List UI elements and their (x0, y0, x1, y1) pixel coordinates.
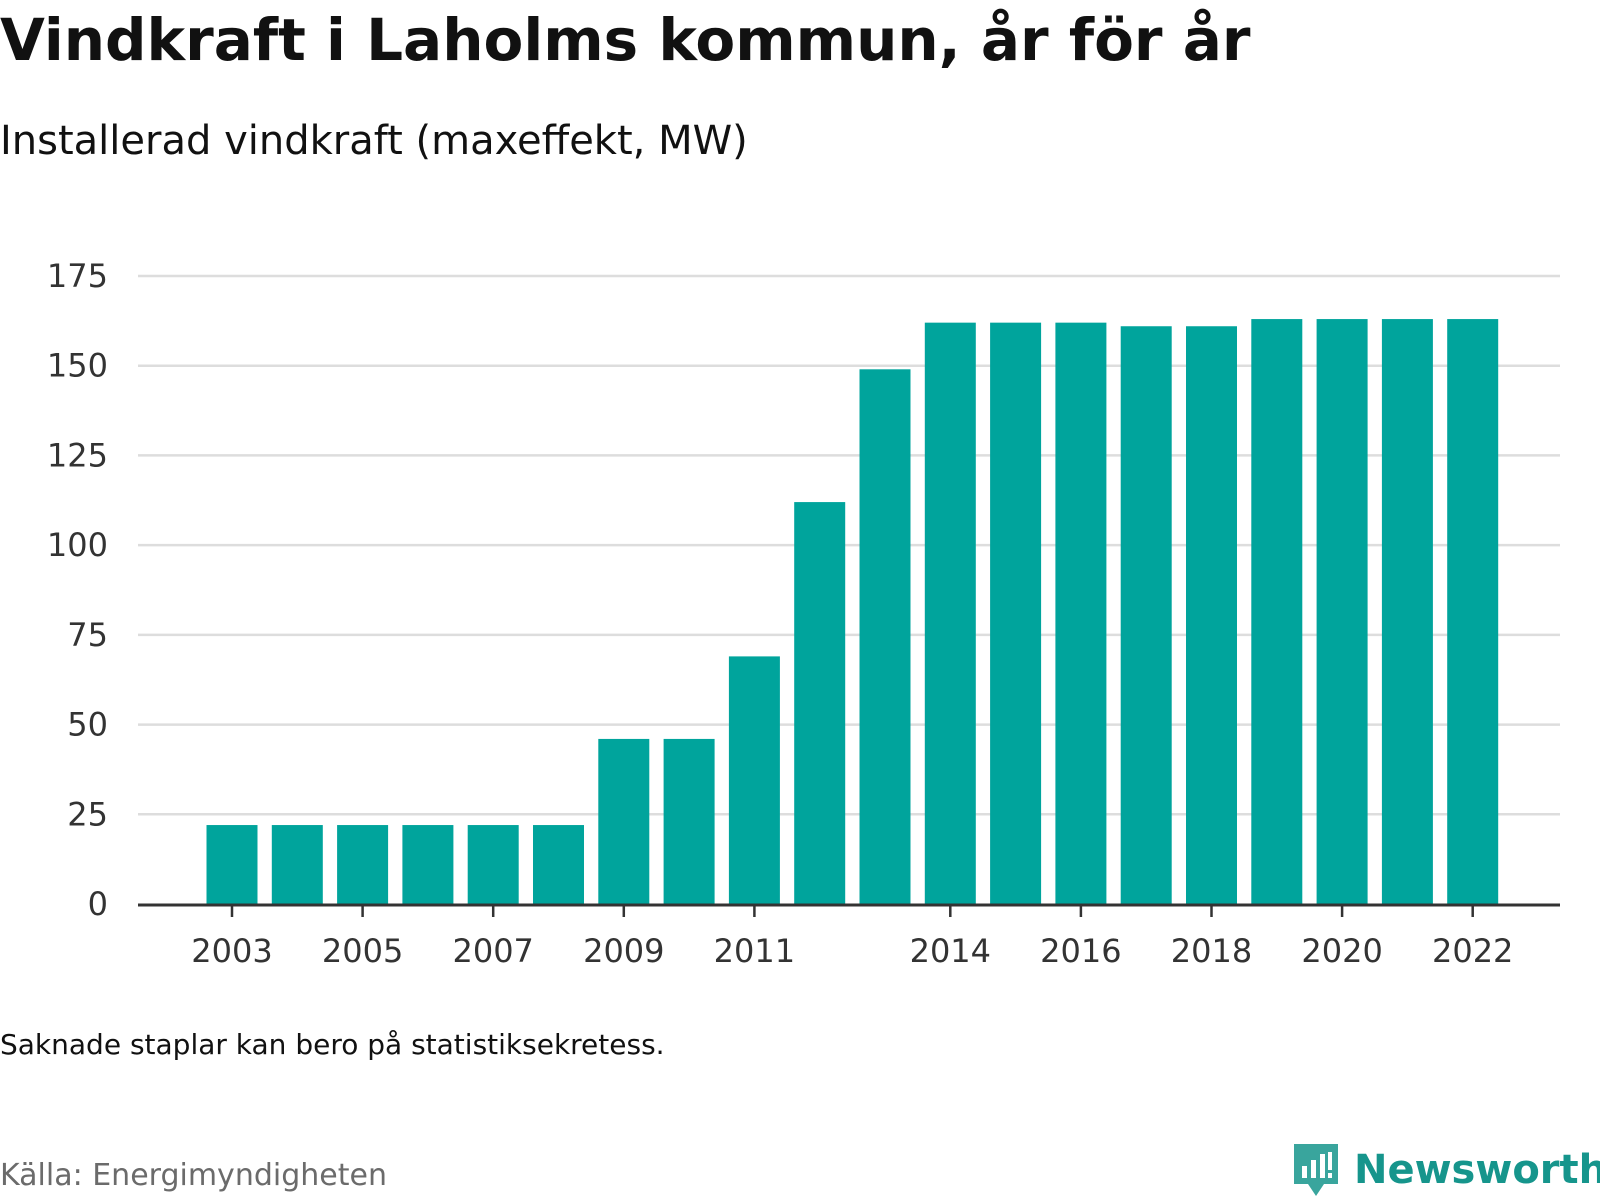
x-axis: 2003 2005 2007 2009 2011 2014 2016 2018 2020 2022 (138, 903, 1560, 970)
bar-2009 (598, 738, 650, 904)
y-tick-label: 0 (88, 885, 108, 923)
x-tick-label: 2014 (910, 932, 991, 970)
bar-2017 (1120, 326, 1172, 904)
x-tick-label: 2020 (1301, 932, 1382, 970)
bar-2003 (206, 825, 258, 904)
bar-2004 (271, 825, 323, 904)
x-tick-label: 2011 (714, 932, 795, 970)
bar-2022 (1447, 319, 1499, 904)
y-tick-label: 150 (47, 347, 108, 385)
y-tick-label: 175 (47, 257, 108, 295)
bar-2006 (402, 825, 454, 904)
x-tick-label: 2007 (452, 932, 533, 970)
y-tick-label: 75 (67, 616, 108, 654)
brand-name: Newsworthy (1354, 1147, 1600, 1193)
bar-2015 (990, 322, 1042, 904)
bar-2018 (1186, 326, 1237, 904)
bar-2008 (533, 825, 584, 904)
bars (206, 319, 1499, 904)
bar-2011 (728, 656, 780, 904)
y-tick-label: 100 (47, 526, 108, 564)
bar-2012 (794, 502, 846, 904)
y-axis-labels: 0 25 50 75 100 125 150 175 (47, 257, 108, 923)
bar-2021 (1381, 319, 1433, 904)
bar-2020 (1316, 319, 1368, 904)
bar-2010 (663, 738, 715, 904)
footnote: Saknade staplar kan bero på statistiksek… (0, 1028, 665, 1061)
bar-2007 (467, 825, 519, 904)
x-tick-label: 2022 (1432, 932, 1513, 970)
source-text: Källa: Energimyndigheten (0, 1158, 387, 1193)
bar-2014 (924, 322, 976, 904)
bar-2013 (859, 369, 911, 904)
x-tick-label: 2018 (1171, 932, 1252, 970)
y-tick-label: 25 (67, 795, 108, 833)
y-tick-label: 50 (67, 706, 108, 744)
bar-2019 (1251, 319, 1303, 904)
brand-logo: Newsworthy (1290, 1140, 1600, 1200)
chart-subtitle: Installerad vindkraft (maxeffekt, MW) (0, 118, 748, 164)
y-tick-label: 125 (47, 436, 108, 474)
newsworthy-icon (1294, 1144, 1338, 1196)
bar-2005 (337, 825, 389, 904)
chart-title: Vindkraft i Laholms kommun, år för år (0, 6, 1251, 74)
bar-2016 (1055, 322, 1107, 904)
x-tick-label: 2016 (1040, 932, 1121, 970)
x-tick-label: 2003 (191, 932, 272, 970)
bar-chart: 0 25 50 75 100 125 150 175 2003 2005 2007 2009 2011… (47, 257, 1560, 970)
x-tick-label: 2009 (583, 932, 664, 970)
x-tick-label: 2005 (322, 932, 403, 970)
